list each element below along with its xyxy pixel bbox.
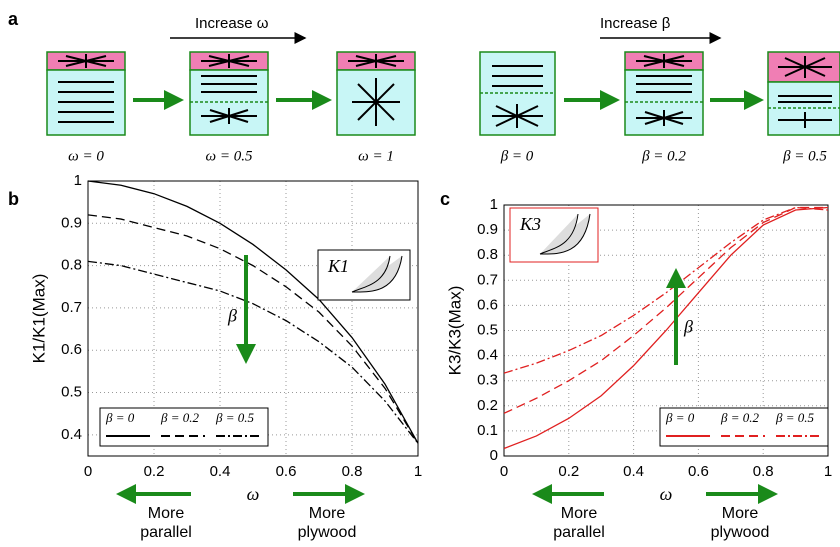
note: More [148, 505, 185, 522]
y-axis-label: K1/K1(Max) [29, 274, 48, 364]
series-line [87, 214, 419, 444]
x-tick-label: 0.8 [342, 463, 363, 480]
y-tick-label: 0.3 [477, 372, 498, 389]
note: parallel [140, 524, 192, 541]
legend-label: β = 0.5 [775, 410, 814, 425]
y-axis-label: K3/K3(Max) [445, 286, 464, 376]
schematic-label: ω = 0 [68, 148, 104, 164]
schematic-heading: Increase ω [195, 15, 269, 32]
x-tick-label: 0.2 [144, 463, 165, 480]
schematic-label: β = 0.2 [641, 148, 686, 164]
x-tick-label: 0 [500, 463, 508, 480]
panel-label: b [8, 189, 19, 209]
schematic-heading: Increase β [600, 15, 671, 32]
schematic [46, 51, 840, 136]
series-line [503, 206, 829, 374]
y-tick-label: 0.2 [477, 397, 498, 414]
y-tick-label: 0.6 [477, 296, 498, 313]
x-tick-label: 1 [414, 463, 422, 480]
series-line [87, 260, 419, 444]
series-line [503, 206, 828, 414]
legend-box [659, 407, 829, 447]
panel-label: c [440, 189, 450, 209]
inset-label: K1 [327, 256, 349, 276]
y-tick-label: 0.4 [477, 347, 498, 364]
axes-frame [503, 204, 829, 457]
schematic-label: β = 0 [500, 148, 534, 164]
y-tick-label: 0.9 [61, 214, 82, 231]
legend-label: β = 0.2 [160, 410, 199, 425]
y-tick-label: 1 [490, 196, 498, 213]
x-tick-label: 0.2 [558, 463, 579, 480]
note: More [309, 505, 346, 522]
y-tick-label: 0.9 [477, 221, 498, 238]
y-tick-label: 0.4 [61, 426, 82, 443]
panel-label: a [8, 9, 19, 29]
y-tick-label: 0.6 [61, 341, 82, 358]
x-axis-label: ω [660, 484, 673, 504]
inset-crack [539, 213, 591, 255]
x-tick-label: 1 [824, 463, 832, 480]
note: plywood [711, 524, 770, 541]
series-line [503, 206, 829, 450]
x-tick-label: 0.6 [688, 463, 709, 480]
x-tick-label: 0.4 [210, 463, 231, 480]
legend-label: β = 0.5 [215, 410, 254, 425]
x-tick-label: 0.6 [276, 463, 297, 480]
schematic-label: ω = 0.5 [206, 148, 253, 164]
note: More [561, 505, 598, 522]
y-tick-label: 1 [74, 172, 82, 189]
legend-label: β = 0 [665, 410, 695, 425]
arrow-label: β [227, 306, 237, 326]
note: More [722, 505, 759, 522]
x-tick-label: 0.4 [623, 463, 644, 480]
schematic-label: ω = 1 [358, 148, 394, 164]
axes-frame [87, 180, 419, 457]
y-tick-label: 0.7 [61, 299, 82, 316]
inset-crack [351, 255, 403, 293]
x-axis-label: ω [247, 484, 260, 504]
inset-label: K3 [519, 214, 541, 234]
legend-label: β = 0 [105, 410, 135, 425]
y-tick-label: 0 [490, 447, 498, 464]
y-tick-label: 0.7 [477, 271, 498, 288]
y-tick-label: 0.1 [477, 422, 498, 439]
y-tick-label: 0.5 [61, 384, 82, 401]
series-line [87, 180, 419, 444]
legend-label: β = 0.2 [720, 410, 759, 425]
y-tick-label: 0.8 [61, 257, 82, 274]
x-tick-label: 0.8 [753, 463, 774, 480]
arrow-label: β [683, 317, 693, 337]
y-tick-label: 0.8 [477, 246, 498, 263]
schematic-label: β = 0.5 [782, 148, 827, 164]
legend-box [99, 407, 269, 447]
note: parallel [553, 524, 605, 541]
note: plywood [298, 524, 357, 541]
y-tick-label: 0.5 [477, 321, 498, 338]
x-tick-label: 0 [84, 463, 92, 480]
